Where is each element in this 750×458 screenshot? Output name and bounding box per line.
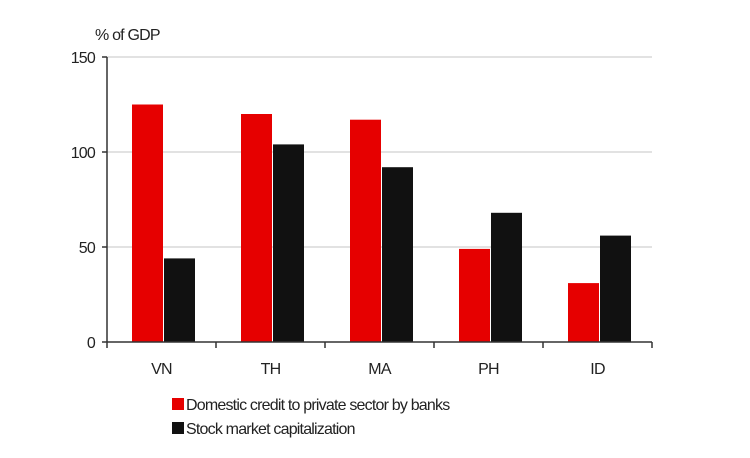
legend-label-2: Stock market capitalization [186, 421, 355, 438]
y-tick-label: 100 [71, 145, 96, 162]
x-tick-label: ID [590, 361, 605, 378]
y-tick-label: 0 [87, 335, 96, 352]
bar-id-series-2 [600, 235, 631, 342]
x-tick-label: VN [151, 361, 172, 378]
y-tick-label: 50 [79, 240, 96, 257]
y-tick-label: 150 [71, 50, 96, 67]
bar-id-series-1 [568, 283, 599, 342]
bar-th-series-2 [273, 144, 304, 342]
bar-vn-series-1 [132, 104, 163, 342]
y-axis-label: % of GDP [95, 27, 160, 44]
x-tick-label: TH [261, 361, 281, 378]
bar-ma-series-1 [350, 119, 381, 342]
bar-vn-series-2 [164, 258, 195, 342]
bar-ma-series-2 [382, 167, 413, 342]
bar-ph-series-1 [459, 248, 490, 342]
bar-th-series-1 [241, 114, 272, 342]
bar-ph-series-2 [491, 212, 522, 342]
legend-swatch-2 [172, 422, 184, 434]
x-tick-label: MA [368, 361, 392, 378]
legend-swatch-1 [172, 398, 184, 410]
x-tick-label: PH [478, 361, 499, 378]
legend-label-1: Domestic credit to private sector by ban… [186, 397, 450, 414]
